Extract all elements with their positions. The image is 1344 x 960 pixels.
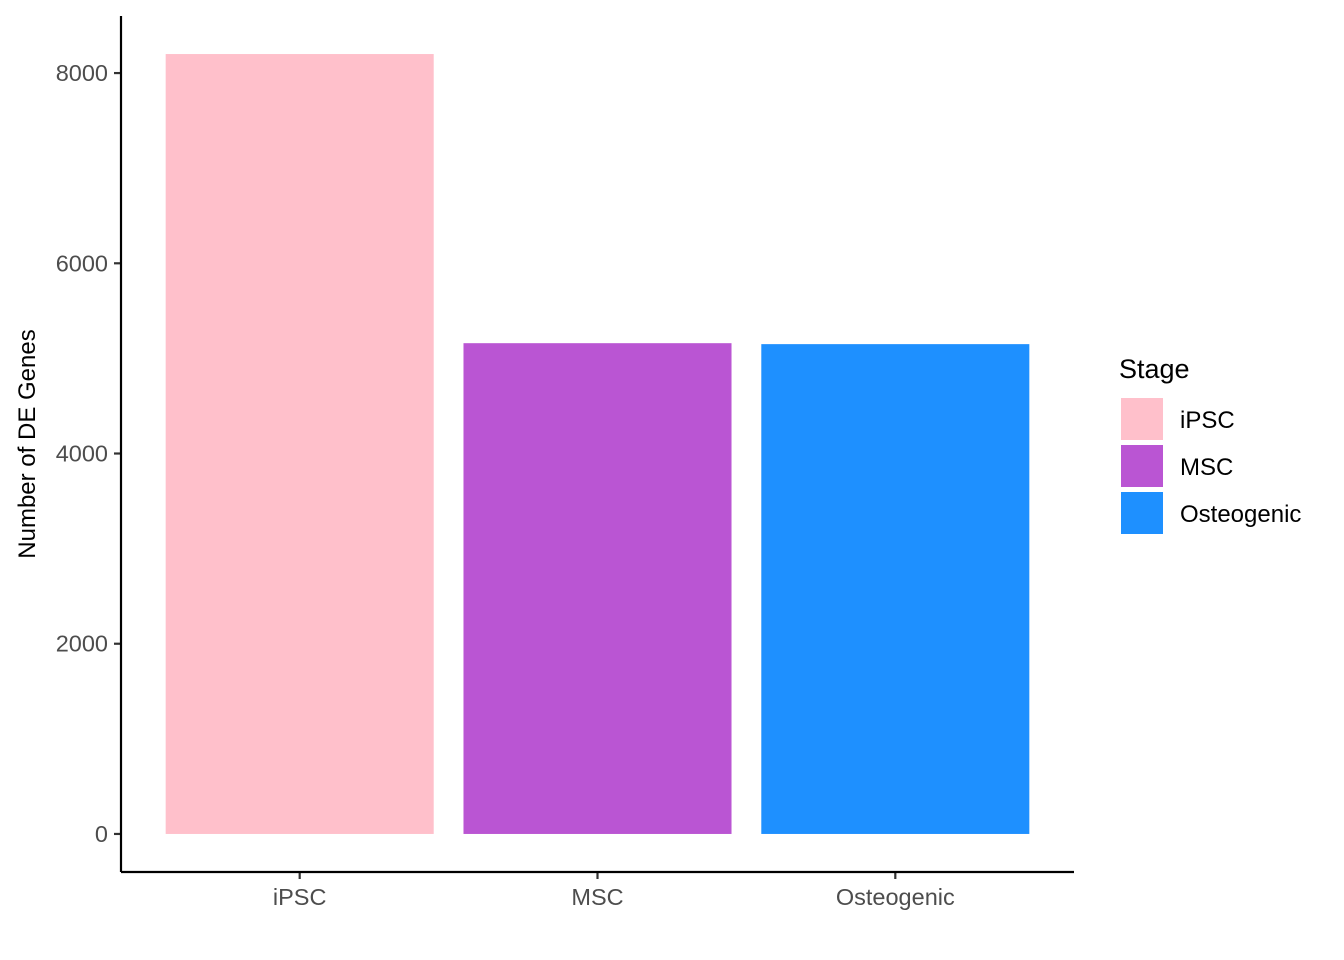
y-tick-label-6000: 6000: [56, 250, 108, 276]
y-tick-label-0: 0: [95, 821, 108, 847]
y-tick-label-8000: 8000: [56, 60, 108, 86]
y-tick-label-2000: 2000: [56, 631, 108, 657]
y-axis-title: Number of DE Genes: [14, 329, 41, 558]
legend-items: iPSC MSC Osteogenic: [1121, 398, 1301, 534]
bar-msc: [463, 343, 732, 834]
x-tick-label-ipsc: iPSC: [273, 884, 327, 910]
legend-title: Stage: [1119, 354, 1190, 384]
y-tick-label-4000: 4000: [56, 441, 108, 467]
bar-osteogenic: [761, 344, 1030, 834]
x-axis-ticks: iPSC MSC Osteogenic: [273, 872, 955, 910]
legend-label-osteogenic: Osteogenic: [1180, 501, 1301, 528]
bars-layer: [165, 54, 1030, 834]
x-tick-label-osteogenic: Osteogenic: [836, 884, 955, 910]
y-axis-ticks: 0 2000 4000 6000 8000: [56, 60, 121, 847]
bar-ipsc: [165, 54, 434, 834]
legend-key-osteogenic: [1121, 492, 1163, 534]
legend: Stage iPSC MSC Osteogenic: [1119, 354, 1301, 534]
legend-label-ipsc: iPSC: [1180, 407, 1235, 434]
x-tick-label-msc: MSC: [571, 884, 623, 910]
legend-key-ipsc: [1121, 398, 1163, 440]
legend-key-msc: [1121, 445, 1163, 487]
legend-label-msc: MSC: [1180, 454, 1233, 481]
